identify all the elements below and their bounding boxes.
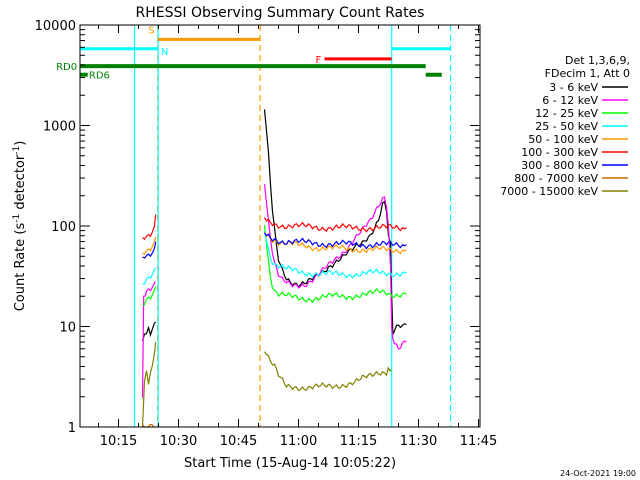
status-label: RD6 [89, 71, 110, 82]
legend-label: 3 - 6 keV [549, 81, 598, 94]
legend: Det 1,3,6,9, FDecim 1, Att 0 3 - 6 keV6 … [500, 54, 630, 198]
y-tick-label: 10000 [35, 19, 76, 34]
legend-label: 50 - 100 keV [528, 133, 598, 146]
y-tick-label: 100 [51, 220, 76, 235]
series-line [141, 281, 157, 398]
status-label: S [148, 25, 154, 36]
footer-timestamp: 24-Oct-2021 19:00 [560, 469, 636, 478]
series-line [263, 184, 407, 350]
x-axis-label: Start Time (15-Aug-14 10:05:22) [184, 456, 396, 471]
x-tick-label: 11:45 [460, 434, 497, 449]
vertical-lines [133, 25, 452, 427]
legend-label: 800 - 7000 keV [514, 172, 598, 185]
series-line [263, 109, 407, 335]
y-tick-label: 1 [68, 421, 76, 436]
status-bars: SN F RD0 RD6 [56, 25, 451, 82]
legend-label: 6 - 12 keV [542, 94, 598, 107]
series-line [264, 351, 392, 392]
series-line [263, 224, 407, 304]
status-label: RD0 [56, 62, 77, 73]
series-line [142, 214, 157, 240]
series-line [142, 286, 157, 306]
series-line [141, 342, 157, 428]
legend-label: 100 - 300 keV [521, 146, 598, 159]
legend-header-line2: FDecim 1, Att 0 [545, 67, 630, 80]
y-tick-label: 1000 [43, 120, 76, 135]
legend-label: 300 - 800 keV [521, 159, 598, 172]
series-line [142, 236, 157, 255]
plot-frame [79, 24, 481, 428]
series-line [142, 241, 157, 259]
series-line [263, 217, 407, 233]
x-tick-label: 11:15 [340, 434, 377, 449]
x-tick-label: 11:00 [280, 434, 317, 449]
y-axis-label: Count Rate (s-1 detector-1) [12, 141, 28, 312]
series-layer [141, 109, 407, 428]
series-line [141, 321, 156, 342]
chart-title: RHESSI Observing Summary Count Rates [136, 5, 425, 21]
axis-ticks: 10:15 10:30 10:45 11:00 11:15 11:30 11:45 1 10 10… [35, 19, 498, 449]
series-line [264, 232, 407, 250]
x-tick-label: 10:45 [220, 434, 257, 449]
legend-label: 7000 - 15000 keV [500, 185, 598, 198]
series-line [142, 267, 157, 285]
x-tick-label: 10:30 [160, 434, 197, 449]
status-label: F [316, 55, 322, 66]
legend-label: 25 - 50 keV [535, 120, 598, 133]
legend-label: 12 - 25 keV [535, 107, 598, 120]
x-tick-label: 10:15 [100, 434, 137, 449]
legend-header-line1: Det 1,3,6,9, [565, 54, 630, 67]
x-tick-label: 11:30 [400, 434, 437, 449]
y-tick-label: 10 [59, 321, 76, 336]
status-label: N [161, 47, 168, 58]
series-line [263, 231, 407, 279]
